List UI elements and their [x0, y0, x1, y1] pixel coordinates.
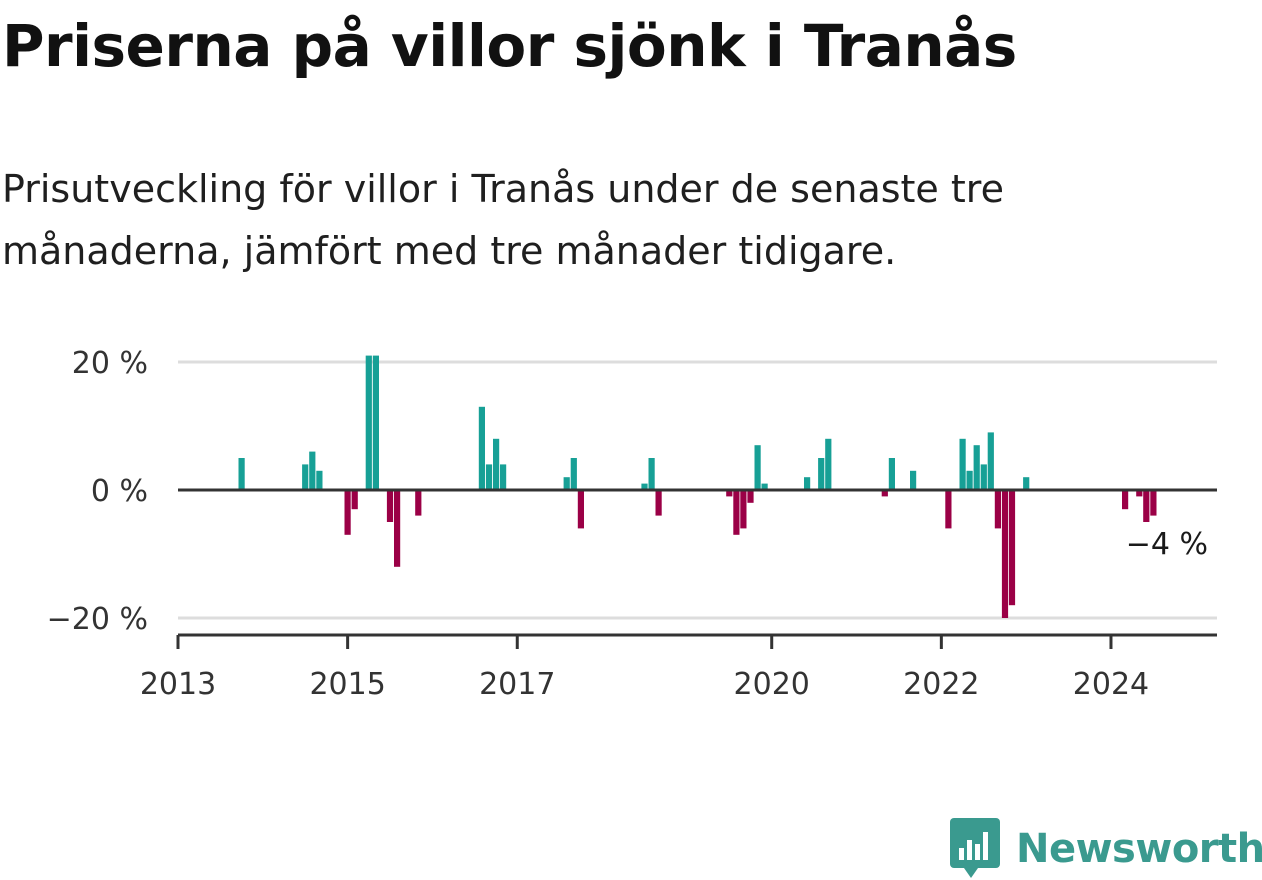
bar-negative — [344, 490, 351, 535]
bar-negative — [733, 490, 740, 535]
y-tick-label: −20 % — [47, 602, 148, 637]
bar-positive — [365, 355, 372, 490]
chart-subtitle: Prisutveckling för villor i Tranås under… — [2, 167, 1004, 273]
bar-negative — [881, 490, 888, 497]
x-tick-label: 2024 — [1073, 667, 1149, 702]
bar-positive — [485, 464, 493, 490]
tick-labels: 20 % 0 % −20 % 2013 2015 2017 2020 2022 2024 −4 % — [47, 346, 1208, 702]
bar-positive — [973, 445, 980, 490]
bar-positive — [987, 432, 994, 490]
bar-positive — [372, 355, 379, 490]
bar-positive — [641, 483, 648, 490]
bar-positive — [804, 477, 811, 490]
bar-negative — [351, 490, 358, 510]
axes — [176, 488, 1217, 649]
bar-negative — [655, 490, 662, 516]
bar-positive — [754, 445, 761, 490]
bar-positive — [316, 470, 323, 490]
bar-positive — [888, 458, 895, 490]
bar-positive — [761, 483, 768, 490]
x-tick-label: 2020 — [734, 667, 810, 702]
brand-name: Newsworthy — [1016, 826, 1262, 872]
brand-logo: Newsworthy — [950, 818, 1262, 880]
x-tick-label: 2015 — [309, 667, 385, 702]
y-tick-label: 0 % — [91, 474, 148, 509]
chart-title: Priserna på villor sjönk i Tranås — [2, 12, 1017, 80]
bar-positive — [1023, 477, 1030, 490]
bar-negative — [1150, 490, 1157, 516]
x-tick-label: 2017 — [479, 667, 555, 702]
y-tick-label: 20 % — [72, 346, 148, 381]
bar-positive — [825, 438, 832, 490]
bar-positive — [238, 458, 245, 490]
grid-lines — [178, 360, 1217, 620]
bar-negative — [386, 490, 394, 522]
bar-negative — [1008, 490, 1016, 606]
bar-positive — [648, 458, 655, 490]
bar-positive — [910, 470, 917, 490]
latest-value-label: −4 % — [1126, 527, 1208, 562]
bar-negative — [1122, 490, 1129, 510]
bar-chart: 20 % 0 % −20 % 2013 2015 2017 2020 2022 2024 −4 % — [47, 346, 1217, 702]
bar-positive — [570, 458, 577, 490]
newsworthy-logo-icon — [950, 818, 1000, 878]
bar-negative — [726, 490, 733, 497]
bar-negative — [747, 490, 754, 503]
bar-negative — [577, 490, 584, 529]
bar-positive — [493, 438, 500, 490]
bar-negative — [1136, 490, 1143, 497]
x-tick-label: 2022 — [903, 667, 979, 702]
bar-positive — [818, 458, 825, 490]
bar-positive — [966, 470, 973, 490]
bar-negative — [994, 490, 1001, 529]
bar-negative — [945, 490, 952, 529]
bar-negative — [1001, 490, 1009, 618]
bar-positive — [563, 477, 570, 490]
bar-negative — [1143, 490, 1150, 522]
bar-negative — [415, 490, 422, 516]
bar-positive — [980, 464, 987, 490]
bar-positive — [959, 438, 966, 490]
bars — [238, 355, 1157, 618]
x-tick-label: 2013 — [140, 667, 216, 702]
bar-positive — [500, 464, 507, 490]
bar-positive — [302, 464, 309, 490]
bar-negative — [740, 490, 747, 529]
bar-positive — [478, 406, 485, 490]
bar-positive — [309, 451, 316, 490]
bar-negative — [394, 490, 401, 567]
